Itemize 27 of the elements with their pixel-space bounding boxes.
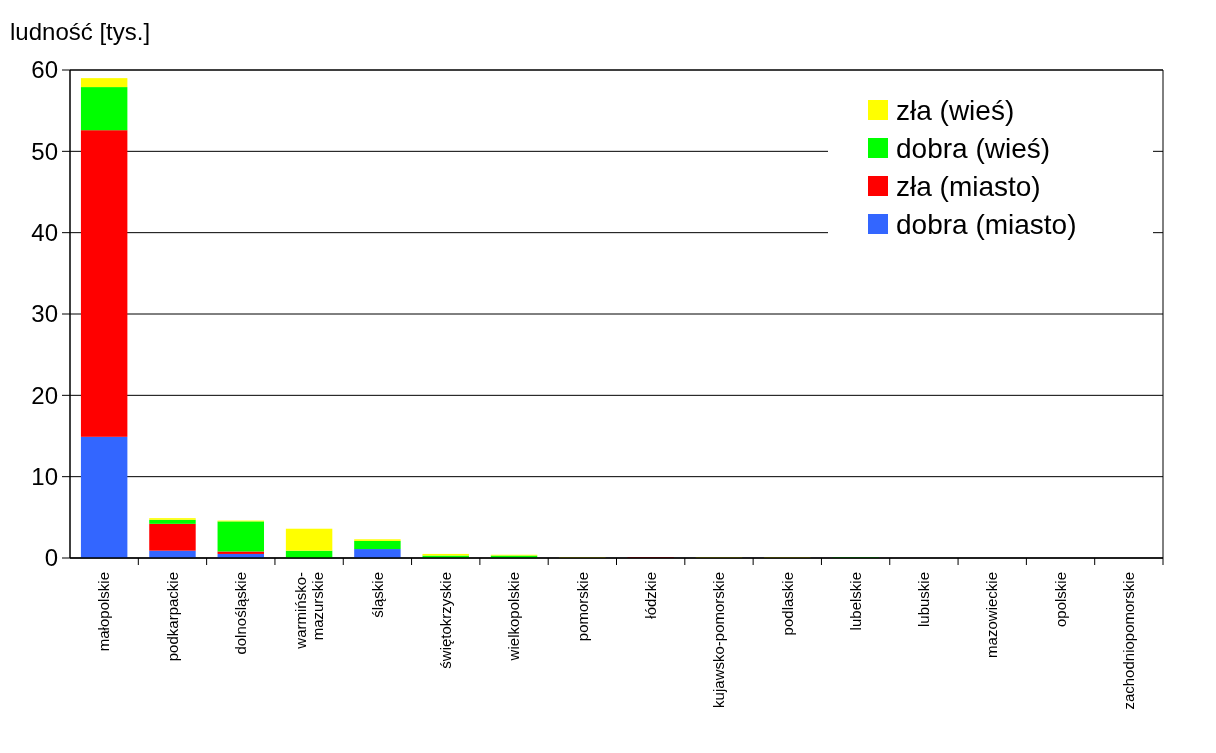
legend-label: dobra (miasto) — [896, 208, 1077, 240]
x-tick-label: lubuskie — [915, 572, 933, 628]
y-tick-label: 60 — [31, 56, 58, 84]
x-tick-label: wielkopolskie — [505, 572, 523, 662]
x-tick-label: mazowieckie — [983, 572, 1001, 658]
y-tick-label: 20 — [31, 381, 58, 409]
x-tick-label: opolskie — [1051, 572, 1069, 628]
x-tick-label: kujawsko-pomorskie — [710, 572, 728, 708]
x-tick-label: podlaskie — [778, 572, 796, 636]
legend-label: zła (miasto) — [896, 170, 1041, 202]
y-tick-label: 30 — [31, 300, 58, 328]
y-tick-label: 10 — [31, 463, 58, 491]
y-tick-label: 40 — [31, 219, 58, 247]
x-tick-label: małopolskie — [95, 572, 113, 652]
x-tick-label: łódzkie — [641, 572, 659, 619]
legend-label: zła (wieś) — [896, 94, 1015, 126]
x-tick-label: świętokrzyskie — [436, 572, 454, 669]
x-tick-label: śląskie — [368, 572, 386, 618]
y-tick-label: 50 — [31, 137, 58, 165]
x-tick-label: pomorskie — [573, 572, 591, 642]
x-tick-label: zachodniopomorskie — [1120, 572, 1138, 710]
x-tick-label: dolnośląskie — [232, 572, 250, 655]
y-axis-title: ludność [tys.] — [10, 18, 151, 45]
y-tick-label: 0 — [44, 544, 58, 572]
legend-label: dobra (wieś) — [896, 132, 1051, 164]
x-tick-label: podkarpackie — [163, 572, 181, 662]
x-tick-label: lubelskie — [846, 572, 864, 631]
